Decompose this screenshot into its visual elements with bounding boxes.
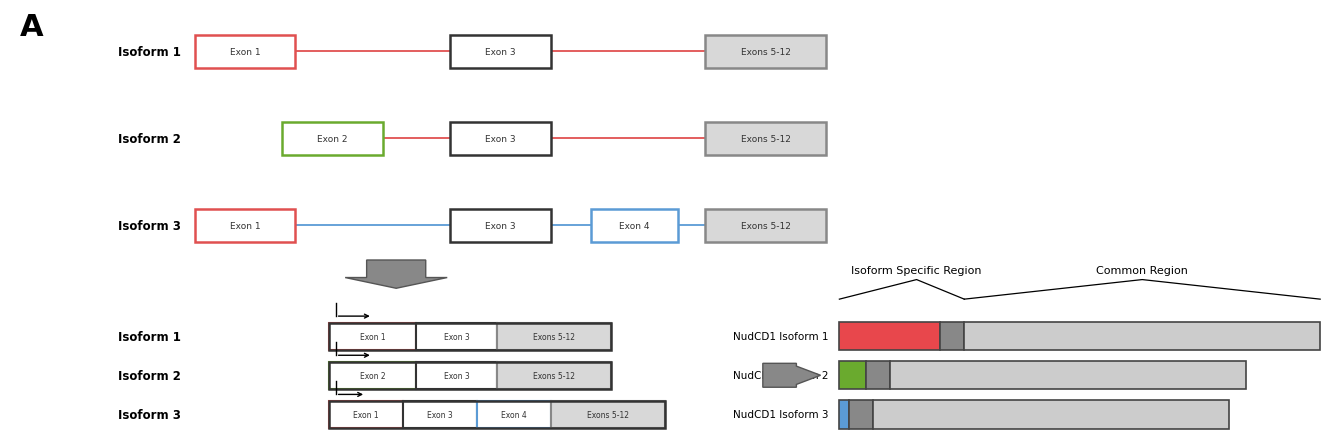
Text: Exon 2: Exon 2: [360, 371, 385, 380]
Text: Isoform 1: Isoform 1: [118, 46, 181, 59]
Bar: [839, 322, 940, 351]
Bar: [329, 323, 611, 350]
Text: Exons 5-12: Exons 5-12: [587, 410, 629, 419]
Text: Isoform 2: Isoform 2: [118, 132, 181, 145]
Bar: [839, 400, 849, 429]
Text: Exon 3: Exon 3: [443, 371, 470, 380]
Text: Exon 1: Exon 1: [360, 332, 385, 341]
Bar: [890, 361, 1246, 390]
Text: Exons 5-12: Exons 5-12: [533, 332, 575, 341]
Bar: [591, 210, 678, 242]
Polygon shape: [763, 363, 821, 387]
Text: Exons 5-12: Exons 5-12: [533, 371, 575, 380]
Text: NudCD1 Isoform 1: NudCD1 Isoform 1: [733, 332, 829, 341]
Bar: [329, 401, 665, 428]
Text: NudCD1 Isoform 2: NudCD1 Isoform 2: [733, 371, 829, 380]
Text: Exon 3: Exon 3: [485, 135, 516, 143]
Text: Exon 3: Exon 3: [443, 332, 470, 341]
Polygon shape: [345, 260, 447, 289]
Bar: [964, 322, 1320, 351]
Text: Exons 5-12: Exons 5-12: [740, 48, 791, 56]
Bar: [450, 210, 551, 242]
Text: Exon 3: Exon 3: [485, 221, 516, 230]
Bar: [450, 122, 551, 155]
Text: Isoform 3: Isoform 3: [118, 219, 181, 232]
Bar: [329, 362, 416, 389]
Bar: [329, 323, 416, 350]
Bar: [450, 36, 551, 68]
Text: Isoform Specific Region: Isoform Specific Region: [851, 266, 982, 276]
Text: Exon 1: Exon 1: [230, 48, 261, 56]
Text: Exons 5-12: Exons 5-12: [740, 221, 791, 230]
Text: Exon 3: Exon 3: [485, 48, 516, 56]
Text: Exon 1: Exon 1: [353, 410, 379, 419]
Text: Isoform 1: Isoform 1: [118, 330, 181, 343]
Bar: [329, 362, 611, 389]
Bar: [705, 36, 826, 68]
Bar: [195, 210, 295, 242]
Bar: [849, 400, 873, 429]
Bar: [873, 400, 1229, 429]
Bar: [282, 122, 383, 155]
Bar: [940, 322, 964, 351]
Text: Isoform 3: Isoform 3: [118, 408, 181, 421]
Bar: [705, 210, 826, 242]
Text: Exon 4: Exon 4: [619, 221, 650, 230]
Bar: [497, 362, 611, 389]
Bar: [329, 401, 403, 428]
Bar: [551, 401, 665, 428]
Bar: [403, 401, 477, 428]
Text: Exon 4: Exon 4: [501, 410, 526, 419]
Text: Exon 2: Exon 2: [317, 135, 348, 143]
Text: A: A: [20, 13, 44, 42]
Bar: [195, 36, 295, 68]
Bar: [477, 401, 551, 428]
Text: Common Region: Common Region: [1096, 266, 1189, 276]
Bar: [497, 323, 611, 350]
Text: Exon 3: Exon 3: [427, 410, 453, 419]
Text: Exon 1: Exon 1: [230, 221, 261, 230]
Bar: [839, 361, 866, 390]
Bar: [705, 122, 826, 155]
Bar: [866, 361, 890, 390]
Text: Exons 5-12: Exons 5-12: [740, 135, 791, 143]
Bar: [416, 323, 497, 350]
Text: Isoform 2: Isoform 2: [118, 369, 181, 382]
Text: NudCD1 Isoform 3: NudCD1 Isoform 3: [733, 410, 829, 419]
Bar: [416, 362, 497, 389]
